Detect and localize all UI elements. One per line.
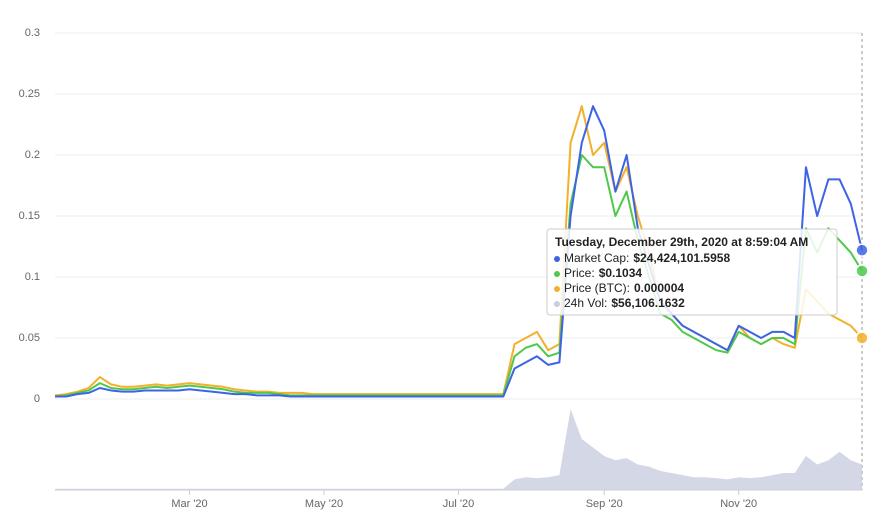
volume-area [55, 409, 862, 490]
tooltip-value: 0.000004 [634, 281, 684, 295]
y-tick-label: 0.1 [25, 271, 40, 283]
series-name: 24h Vol: [564, 296, 607, 310]
x-tick-label: Jul '20 [443, 498, 474, 510]
end-marker [855, 331, 869, 345]
y-tick-label: 0.2 [25, 149, 40, 161]
series-line [54, 154, 863, 398]
legend-dot [554, 301, 560, 307]
x-tick-label: Mar '20 [171, 498, 207, 510]
series-name: Market Cap: [564, 251, 629, 265]
series-name: Price: [564, 266, 595, 280]
x-tick-label: Sep '20 [586, 498, 623, 510]
y-tick-label: 0.25 [19, 88, 40, 100]
legend-item: Market Cap: $24,424,101.5958 [564, 251, 730, 265]
end-marker [855, 264, 869, 278]
series-name: Price (BTC): [564, 281, 630, 295]
y-tick-label: 0.05 [19, 332, 40, 344]
tooltip-value: $24,424,101.5958 [633, 251, 730, 265]
series-line [55, 105, 863, 398]
legend-item: 24h Vol: $56,106.1632 [564, 296, 685, 310]
x-tick-label: May '20 [305, 498, 343, 510]
x-tick-label: Nov '20 [720, 498, 757, 510]
y-tick-label: 0 [34, 393, 40, 405]
legend-dot [554, 256, 560, 262]
legend-dot [554, 286, 560, 292]
tooltip-value: $56,106.1632 [611, 296, 685, 310]
legend-item: Price: $0.1034 [564, 266, 642, 280]
legend-dot [554, 271, 560, 277]
end-marker [855, 243, 869, 257]
tooltip-title: Tuesday, December 29th, 2020 at 8:59:04 … [555, 235, 808, 249]
tooltip: Tuesday, December 29th, 2020 at 8:59:04 … [546, 228, 838, 316]
legend-item: Price (BTC): 0.000004 [564, 281, 684, 295]
tooltip-box [546, 228, 838, 316]
y-tick-label: 0.3 [25, 27, 40, 39]
tooltip-value: $0.1034 [599, 266, 643, 280]
y-tick-label: 0.15 [19, 210, 40, 222]
